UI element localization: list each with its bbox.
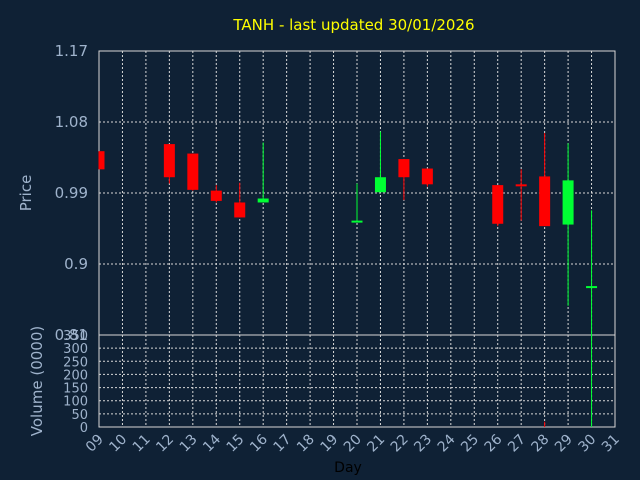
volume-tick-label: 200 <box>63 368 88 383</box>
candle-body <box>234 202 246 218</box>
price-tick-label: 1.08 <box>55 113 88 131</box>
x-tick-labels: 09 10 11 12 13 14 15 16 17 18 19 20 21 22 23 24 25 26 27 28… <box>83 431 623 455</box>
candle-body <box>374 177 386 193</box>
volume-tick-label: 350 <box>63 329 88 344</box>
volume-tick-label: 50 <box>71 408 88 423</box>
candle-body <box>163 144 175 178</box>
candle-16 <box>257 142 269 203</box>
candle-22 <box>398 159 410 201</box>
candle-body <box>187 153 199 190</box>
candle-15 <box>234 182 246 218</box>
price-tick-label: 0.99 <box>55 184 88 202</box>
candle-29 <box>562 143 574 306</box>
candle-body <box>99 151 105 170</box>
candle-26 <box>492 185 504 227</box>
price-tick-labels: 0.81 0.9 0.99 1.08 1.17 <box>55 42 88 344</box>
volume-tick-label: 300 <box>63 342 88 357</box>
candle-23 <box>421 168 433 187</box>
candle-body <box>539 176 551 227</box>
candle-body <box>351 220 363 223</box>
candle-body <box>515 184 527 187</box>
candle-20 <box>351 183 363 223</box>
price-tick-label: 1.17 <box>55 42 88 60</box>
volume-bars <box>544 335 593 427</box>
volume-axis-label: Volume (0000) <box>28 326 46 436</box>
volume-tick-label: 100 <box>63 395 88 410</box>
candle-body <box>586 286 598 289</box>
volume-tick-label: 250 <box>63 355 88 370</box>
candle-27 <box>515 169 527 221</box>
candle-09 <box>98 151 105 170</box>
candle-28 <box>539 133 551 227</box>
price-tick-label: 0.81 <box>55 326 88 344</box>
candle-body <box>562 180 574 225</box>
candle-body <box>257 198 269 203</box>
candle-body <box>210 190 222 201</box>
candles <box>98 131 598 339</box>
volume-frame <box>98 334 616 428</box>
candle-body <box>492 185 504 224</box>
chart-title: TANH - last updated 30/01/2026 <box>232 16 474 34</box>
volume-tick-label: 150 <box>63 382 88 397</box>
candle-12 <box>163 144 175 184</box>
volume-tick-label: 0 <box>80 421 88 436</box>
price-axis-label: Price <box>17 175 35 212</box>
candle-14 <box>210 185 222 203</box>
x-axis-label: Day <box>334 460 362 476</box>
candle-21 <box>374 131 386 193</box>
candle-30 <box>586 210 598 339</box>
candle-body <box>398 159 410 178</box>
volume-grid <box>98 334 616 428</box>
price-tick-label: 0.9 <box>64 255 88 273</box>
candle-body <box>421 168 433 185</box>
candle-13 <box>187 153 199 191</box>
